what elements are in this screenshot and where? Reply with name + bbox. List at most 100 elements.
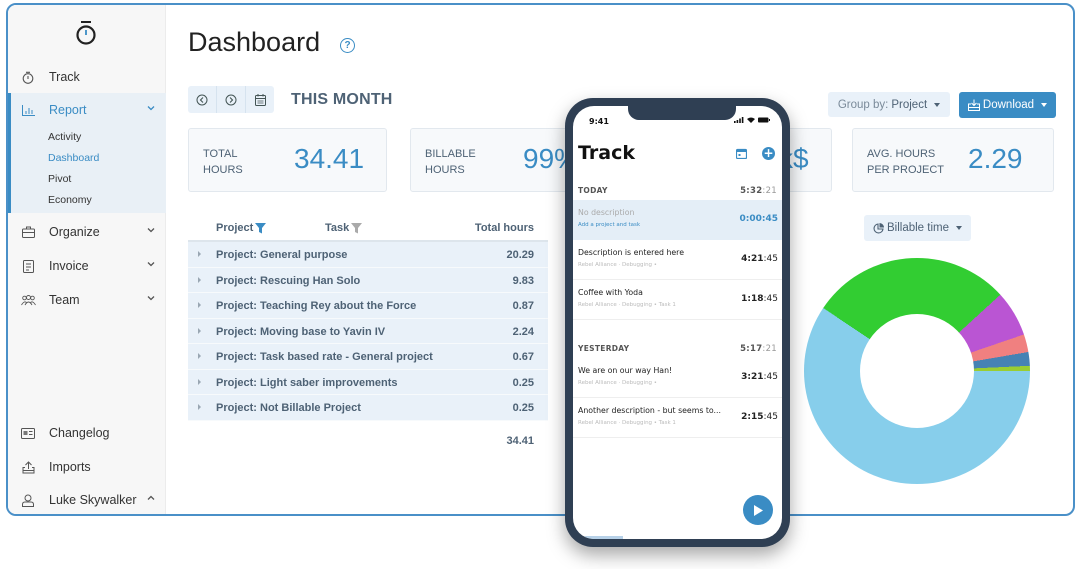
table-row[interactable]: Project: Rescuing Han Solo 9.83 [188, 267, 548, 293]
sidebar-subitem-dashboard[interactable]: Dashboard [48, 152, 100, 164]
time-entry[interactable]: Another description - but seems to... Reb… [573, 398, 782, 438]
expand-triangle-icon[interactable] [198, 404, 201, 410]
chart-metric-dropdown[interactable]: Billable time [864, 215, 971, 241]
sidebar-item-label: Changelog [49, 426, 110, 440]
period-label: THIS MONTH [291, 91, 393, 108]
expand-triangle-icon[interactable] [198, 251, 201, 257]
calendar-icon[interactable] [736, 148, 747, 159]
sidebar-item-label: Track [49, 70, 80, 84]
entry-duration: 2:15:45 [741, 412, 778, 422]
download-button[interactable]: Download [959, 92, 1056, 118]
table-row[interactable]: Project: Task based rate - General proje… [188, 344, 548, 370]
project-name: Project: Moving base to Yavin IV [216, 325, 386, 338]
download-label: Download [982, 99, 1035, 111]
table-row[interactable]: Project: Moving base to Yavin IV 2.24 [188, 318, 548, 344]
sidebar: Track Report Activity Dashboard Pivot Ec… [8, 5, 166, 514]
status-bar-icons [734, 117, 770, 123]
entry-duration: 4:21:45 [741, 254, 778, 264]
phone-notch [628, 106, 736, 120]
status-bar-time: 9:41 [589, 117, 609, 126]
entry-description: Description is entered here [578, 248, 685, 257]
column-header-project[interactable]: Project [216, 222, 267, 234]
expand-triangle-icon[interactable] [198, 302, 201, 308]
help-icon[interactable]: ? [340, 38, 355, 53]
time-entry[interactable]: We are on our way Han! Rebel Alliance · D… [573, 358, 782, 398]
entry-description: No description [578, 208, 635, 217]
sidebar-subitem-activity[interactable]: Activity [48, 131, 82, 143]
sidebar-item-changelog[interactable]: Changelog [8, 418, 166, 448]
chevron-right-circle-icon [225, 94, 237, 105]
next-period-button[interactable] [217, 86, 246, 113]
add-entry-button[interactable]: + [762, 146, 775, 160]
chevron-up-icon [147, 495, 155, 500]
entry-project-task: Rebel Alliance · Debugging • [578, 262, 658, 268]
table-row[interactable]: Project: General purpose 20.29 [188, 242, 548, 268]
chevron-down-icon [147, 228, 155, 233]
sidebar-item-label: Report [49, 103, 87, 117]
stat-label: TOTAL HOURS [203, 148, 243, 176]
column-header-total-hours[interactable]: Total hours [474, 222, 534, 234]
sidebar-item-invoice[interactable]: Invoice [8, 251, 166, 281]
sidebar-item-team[interactable]: Team [8, 285, 166, 315]
table-row[interactable]: Project: Light saber improvements 0.25 [188, 369, 548, 395]
stopwatch-logo-icon [76, 21, 96, 45]
project-hours: 0.67 [512, 351, 534, 363]
expand-triangle-icon[interactable] [198, 327, 201, 334]
sidebar-item-user[interactable]: Luke Skywalker [8, 485, 166, 514]
page-title: Dashboard [188, 27, 321, 57]
mobile-screen: 9:41 Track + TODAY 5:32:21 No descriptio… [573, 106, 782, 539]
project-hours: 0.25 [512, 376, 534, 389]
stat-value: 2.29 [968, 143, 1023, 174]
sidebar-item-report[interactable]: Report [8, 95, 166, 125]
column-header-task[interactable]: Task [325, 222, 363, 234]
expand-triangle-icon[interactable] [198, 276, 201, 283]
sidebar-item-track[interactable]: Track [8, 62, 166, 92]
time-entry[interactable]: Description is entered here Rebel Allianc… [573, 240, 782, 280]
caret-down-icon [1041, 103, 1048, 107]
table-row[interactable]: Project: Not Billable Project 0.25 [188, 395, 548, 421]
calendar-icon [254, 93, 266, 106]
project-hours: 20.29 [506, 249, 534, 261]
start-timer-button[interactable] [743, 495, 773, 525]
sidebar-subitem-pivot[interactable]: Pivot [48, 173, 72, 185]
sidebar-group-report: Report Activity Dashboard Pivot Economy [8, 93, 166, 213]
mobile-page-title: Track [578, 142, 635, 164]
entry-project-task: Rebel Alliance · Debugging • Task 1 [578, 420, 676, 426]
wifi-icon [747, 117, 755, 123]
group-by-dropdown[interactable]: Group by: Project [828, 92, 950, 117]
time-entry[interactable]: Coffee with Yoda Rebel Alliance · Debuggi… [573, 280, 782, 320]
sidebar-item-label: Invoice [49, 259, 89, 273]
chevron-down-icon [147, 296, 155, 301]
entry-duration: 1:18:45 [741, 294, 778, 304]
entry-description: Coffee with Yoda [578, 288, 643, 297]
entry-duration: 0:00:45 [739, 214, 778, 224]
app-window: Track Report Activity Dashboard Pivot Ec… [6, 3, 1075, 516]
calendar-button[interactable] [246, 86, 274, 113]
entry-description: Another description - but seems to... [578, 406, 721, 415]
running-time-entry[interactable]: No description Add a project and task 0:00… [573, 200, 782, 240]
sidebar-subitem-economy[interactable]: Economy [48, 194, 92, 206]
caret-down-icon [956, 226, 962, 230]
invoice-icon [20, 258, 36, 274]
project-hours: 9.83 [512, 274, 534, 287]
group-by-label: Group by: [837, 98, 889, 111]
stopwatch-icon [20, 69, 36, 85]
changelog-icon [20, 425, 36, 441]
table-total: 34.41 [506, 435, 534, 447]
pie-chart-icon [873, 222, 884, 234]
project-hours: 0.87 [512, 300, 534, 312]
section-total: 5:32:21 [740, 186, 777, 196]
filter-icon[interactable] [351, 222, 363, 234]
section-header-today: TODAY 5:32:21 [578, 186, 777, 196]
sidebar-item-organize[interactable]: Organize [8, 217, 166, 247]
expand-triangle-icon[interactable] [198, 378, 201, 385]
filter-active-icon[interactable] [255, 222, 267, 234]
play-icon [754, 504, 763, 516]
expand-triangle-icon[interactable] [198, 353, 201, 359]
sidebar-item-imports[interactable]: Imports [8, 452, 166, 482]
previous-period-button[interactable] [188, 86, 217, 113]
table-row[interactable]: Project: Teaching Rey about the Force 0.8… [188, 293, 548, 319]
date-navigation [188, 86, 274, 113]
home-indicator [585, 536, 623, 539]
stat-label: AVG. HOURS PER PROJECT [867, 148, 945, 176]
